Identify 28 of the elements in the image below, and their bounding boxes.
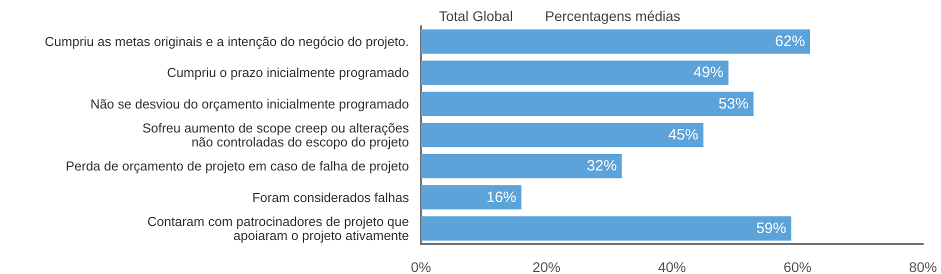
y-tick-label: Contaram com patrocinadores de projeto que apoiaram o projeto ativamente	[147, 214, 409, 243]
bar	[421, 92, 754, 116]
data-label: 45%	[668, 126, 698, 144]
y-tick-label: Cumpriu o prazo inicialmente programado	[166, 65, 409, 80]
bar	[421, 154, 622, 178]
x-tick-label: 60%	[783, 259, 812, 274]
chart-title: Total Global	[439, 8, 513, 24]
bar	[421, 29, 810, 54]
x-tick-label: 20%	[532, 259, 561, 274]
y-tick-label: Não se desviou do orçamento inicialmente programado	[90, 96, 409, 112]
data-label: 59%	[756, 220, 786, 237]
x-tick-label: 80%	[908, 259, 938, 274]
data-label: 32%	[586, 158, 617, 175]
data-label: 62%	[775, 33, 806, 50]
data-label: 16%	[486, 188, 516, 206]
y-tick-label: Cumpriu as metas originais e a intenção do negócio do projeto.	[44, 34, 409, 50]
y-tick-label: Foram considerados falhas	[252, 190, 410, 205]
y-tick-label: Perda de orçamento de projeto em caso de falha de projeto	[66, 158, 409, 174]
y-tick-label: Sofreu aumento de scope creep ou alterações não controladas do escopo do projeto	[142, 120, 410, 150]
bar	[421, 185, 522, 210]
x-tick-label: 0%	[410, 259, 432, 274]
data-label: 49%	[693, 64, 724, 82]
data-label: 53%	[718, 95, 749, 112]
bar	[421, 60, 728, 85]
bar	[421, 122, 704, 148]
bar	[421, 216, 792, 241]
x-tick-label: 40%	[658, 259, 686, 274]
chart-subtitle: Percentagens médias	[545, 8, 680, 24]
